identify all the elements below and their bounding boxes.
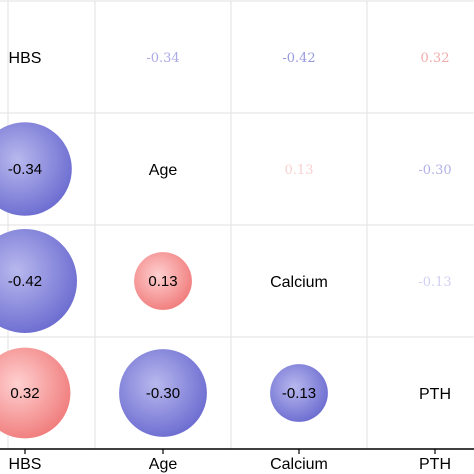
correlation-labels: HBS -0.34 -0.42 0.32 -0.34 Age 0.13 -0.30 -0.42 0…: [8, 50, 452, 403]
x-tick-label-calcium: Calcium: [270, 456, 328, 473]
corr-circle-2-0: [0, 229, 77, 333]
corr-circle-label-3-2: -0.13: [282, 385, 316, 402]
diagonal-label-hbs: HBS: [9, 50, 42, 67]
corr-circle-3-2: [270, 364, 328, 422]
corr-circle-3-1: [119, 349, 207, 437]
corr-circle-label-2-1: 0.13: [148, 273, 177, 290]
corr-circle-1-0: [0, 122, 72, 216]
corr-circle-label-2-0: -0.42: [8, 273, 42, 290]
grid-lines: [0, 0, 474, 449]
corr-value-0-2: -0.42: [282, 51, 315, 66]
x-axis: HBS Age Calcium PTH: [0, 448, 474, 473]
corr-circle-label-3-1: -0.30: [146, 385, 180, 402]
corr-value-1-2: 0.13: [285, 163, 314, 178]
diagonal-label-age: Age: [149, 162, 178, 179]
corr-value-0-3: 0.32: [421, 51, 450, 66]
corr-value-1-3: -0.30: [418, 163, 451, 178]
corr-value-2-3: -0.13: [418, 275, 451, 290]
corr-value-0-1: -0.34: [146, 51, 179, 66]
diagonal-label-calcium: Calcium: [270, 274, 328, 291]
x-tick-label-age: Age: [149, 456, 178, 473]
diagonal-label-pth: PTH: [419, 386, 451, 403]
corr-circle-label-3-0: 0.32: [10, 385, 39, 402]
correlation-circles: [0, 122, 328, 439]
corr-circle-3-0: [0, 347, 71, 439]
corr-circle-label-1-0: -0.34: [8, 161, 42, 178]
corr-circle-2-1: [134, 252, 192, 310]
x-tick-label-hbs: HBS: [9, 456, 42, 473]
x-tick-label-pth: PTH: [419, 456, 451, 473]
